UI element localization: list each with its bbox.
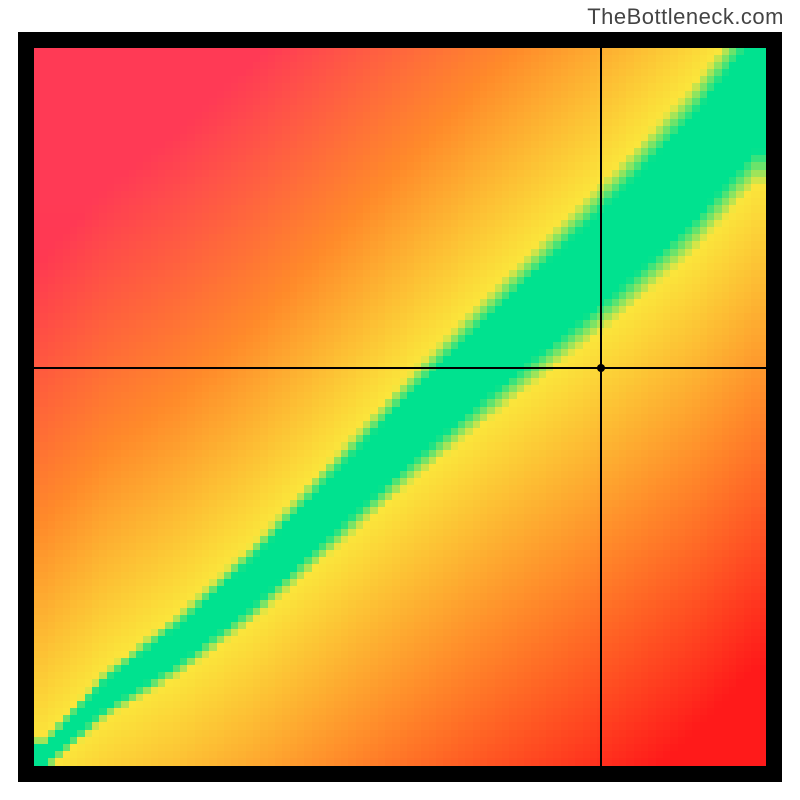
root: TheBottleneck.com [0, 0, 800, 800]
chart-frame [18, 32, 782, 782]
watermark-text: TheBottleneck.com [587, 4, 784, 30]
crosshair-marker [597, 364, 605, 372]
crosshair-vertical [600, 48, 602, 766]
heatmap-canvas [34, 48, 766, 766]
crosshair-horizontal [34, 367, 766, 369]
